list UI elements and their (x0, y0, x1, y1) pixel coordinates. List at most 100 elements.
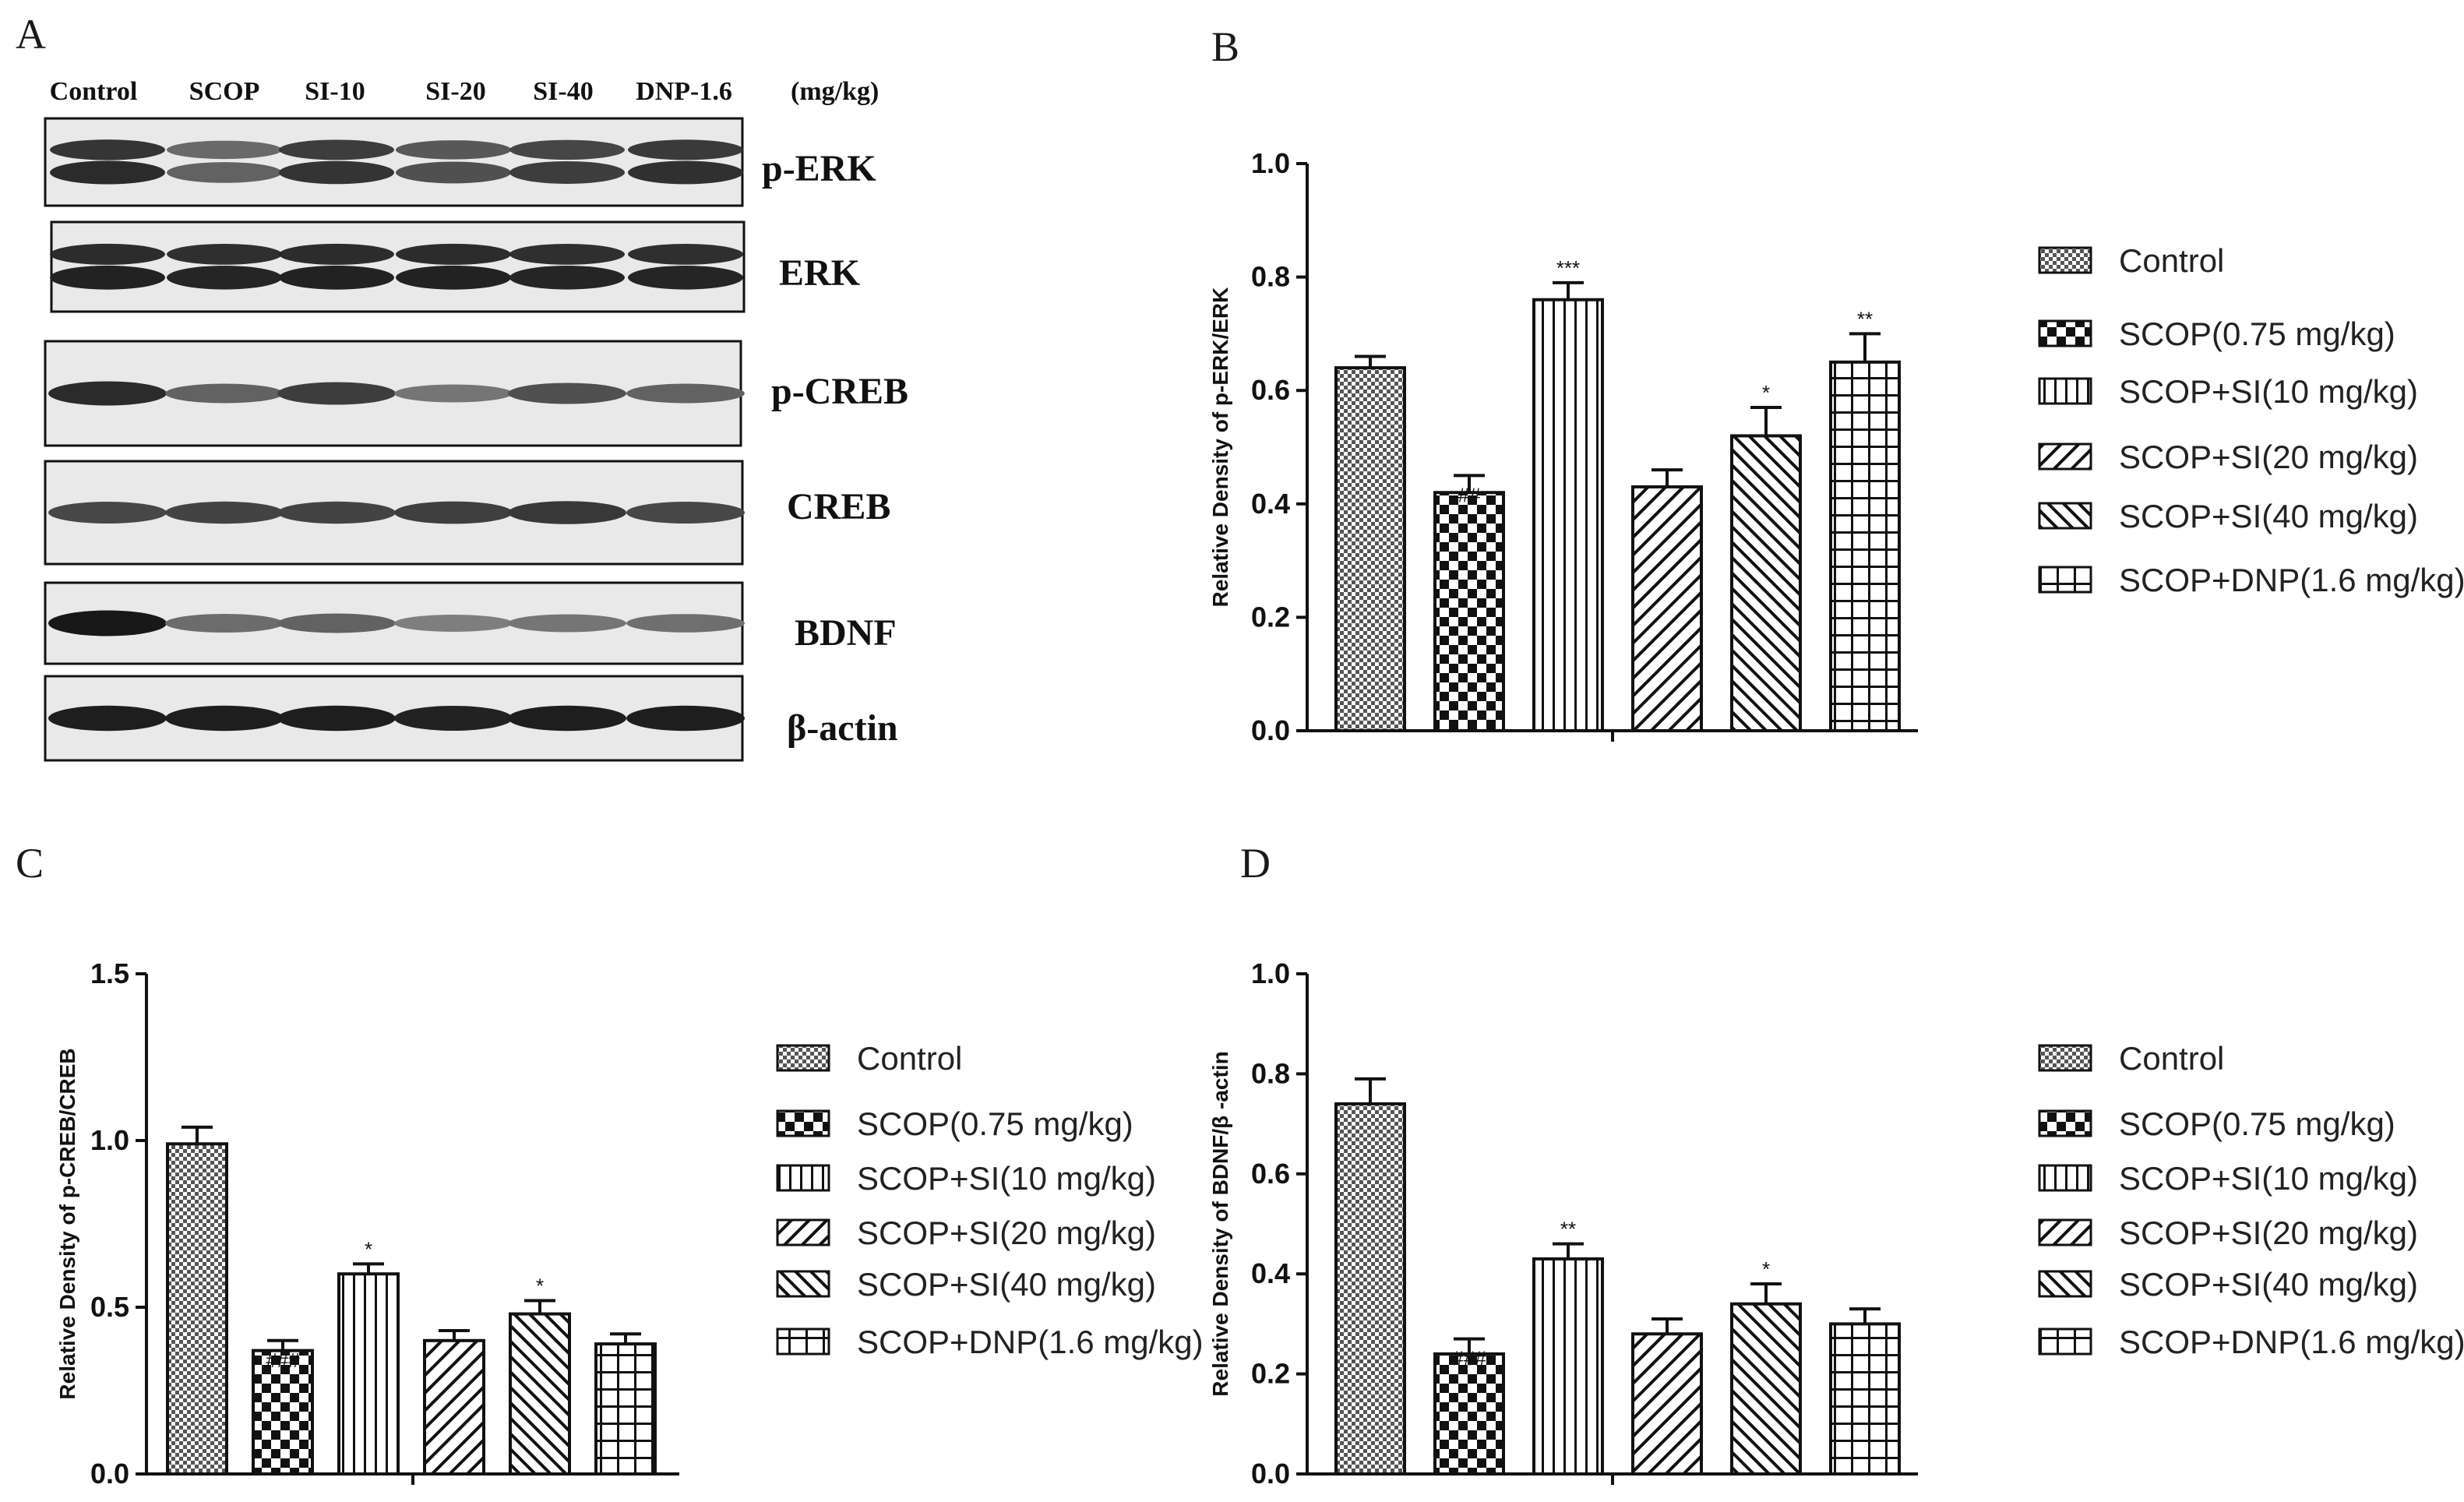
legend-label: SCOP+SI(40 mg/kg) (2119, 498, 2418, 534)
blot-band (394, 706, 513, 731)
significance-marker: ** (1857, 307, 1873, 330)
blot-band (50, 265, 165, 290)
blot-band (50, 243, 165, 265)
blot-band (626, 502, 745, 524)
bar (166, 1142, 228, 1476)
bar (1334, 1102, 1406, 1476)
legend-swatch (2038, 1044, 2092, 1072)
bar (1433, 1352, 1505, 1476)
legend-swatch (776, 1109, 830, 1137)
bar (1532, 298, 1604, 733)
blot-band (628, 266, 743, 290)
blot-band (626, 614, 745, 633)
y-tick-label: 1.0 (1251, 147, 1290, 179)
panel-letter-b: B (1211, 23, 1239, 70)
legend-label: SCOP+DNP(1.6 mg/kg) (2119, 562, 2464, 598)
blot-band (394, 384, 513, 403)
blot-band (396, 243, 511, 265)
blot-band (628, 244, 743, 265)
bar (509, 1312, 571, 1476)
blot-lane-label: SI-10 (305, 77, 365, 106)
legend-label: SCOP+SI(40 mg/kg) (857, 1266, 1156, 1303)
significance-marker: * (1762, 381, 1770, 404)
legend-label: Control (857, 1040, 962, 1077)
y-axis-title: Relative Density of BDNF/β -actin (1208, 1051, 1232, 1396)
blot-protein-label: CREB (787, 486, 890, 527)
legend-label: Control (2119, 242, 2224, 279)
chart-bdnf-beta-actin: 0.0 0.2 0.4 0.6 0.8 1.0 Relative Density of BD… (1208, 957, 2464, 1490)
legend-swatch (2038, 1327, 2092, 1356)
legend-swatch (776, 1270, 830, 1298)
significance-marker: ## (1458, 483, 1481, 506)
blot-band (48, 705, 167, 732)
blot-band (628, 160, 743, 185)
legend-label: SCOP+SI(10 mg/kg) (857, 1160, 1156, 1197)
blot-band (508, 501, 626, 524)
blot-band (394, 501, 513, 524)
y-tick-label: 1.5 (90, 957, 129, 989)
blot-band (279, 160, 394, 185)
legend-swatch (2038, 1109, 2092, 1137)
legend-label: SCOP+DNP(1.6 mg/kg) (2119, 1324, 2464, 1360)
blot-band (167, 266, 282, 290)
blot-band (279, 265, 394, 290)
blot-band (165, 501, 284, 524)
blot-lane-label: DNP-1.6 (636, 77, 732, 106)
blot-strip (50, 220, 746, 313)
blot-band (277, 705, 396, 732)
bar (1829, 1322, 1901, 1476)
legend-label: SCOP(0.75 mg/kg) (2119, 316, 2395, 352)
bar (1631, 1332, 1703, 1476)
bar (1334, 366, 1406, 732)
legend-swatch (2038, 1270, 2092, 1298)
blot-band (509, 160, 625, 184)
blot-band (509, 139, 625, 160)
y-tick-label: 0.2 (1251, 1358, 1290, 1390)
legend-label: SCOP(0.75 mg/kg) (2119, 1105, 2395, 1142)
blot-band (48, 381, 167, 406)
y-axis-title: Relative Density of p-ERK/ERK (1208, 287, 1232, 608)
blot-band (394, 615, 513, 632)
blot-band (48, 502, 167, 524)
bar (337, 1272, 400, 1476)
legend-label: SCOP+SI(10 mg/kg) (2119, 373, 2418, 410)
y-tick-label: 0.5 (90, 1291, 129, 1323)
blot-strip (44, 117, 744, 207)
blot-protein-label: β-actin (787, 707, 898, 749)
y-tick-label: 0.0 (90, 1458, 129, 1490)
blot-lane-label: SCOP (189, 77, 260, 106)
legend-label: SCOP+SI(20 mg/kg) (2119, 1215, 2418, 1251)
significance-marker: ### (1452, 1347, 1486, 1370)
blot-band (48, 610, 167, 636)
blot-band (626, 705, 745, 732)
y-tick-label: 0.6 (1251, 374, 1290, 406)
blot-band (628, 139, 743, 160)
bar (1631, 485, 1703, 733)
blot-band (50, 139, 165, 160)
blot-band (508, 614, 626, 633)
blot-protein-label: p-CREB (771, 371, 908, 412)
significance-marker: * (536, 1274, 544, 1297)
blot-band (277, 501, 396, 524)
y-tick-label: 1.0 (90, 1124, 129, 1156)
legend-swatch (2038, 502, 2092, 530)
legend-label: SCOP+SI(40 mg/kg) (2119, 1266, 2418, 1303)
significance-marker: *** (1556, 256, 1580, 280)
blot-band (167, 244, 282, 265)
legend-swatch (2038, 1218, 2092, 1246)
legend-swatch (2038, 246, 2092, 274)
legend-swatch (2038, 566, 2092, 594)
blot-lane-label: SI-40 (533, 77, 593, 106)
bar (423, 1338, 485, 1476)
bar (252, 1349, 314, 1476)
blot-band (396, 161, 511, 184)
bar (594, 1342, 657, 1476)
bar (1829, 360, 1901, 732)
legend-label: SCOP+SI(10 mg/kg) (2119, 1160, 2418, 1197)
blot-band (396, 140, 511, 160)
legend-swatch (776, 1164, 830, 1192)
panel-letter-d: D (1240, 840, 1271, 887)
significance-marker: * (1762, 1257, 1770, 1281)
blot-band (396, 265, 511, 290)
